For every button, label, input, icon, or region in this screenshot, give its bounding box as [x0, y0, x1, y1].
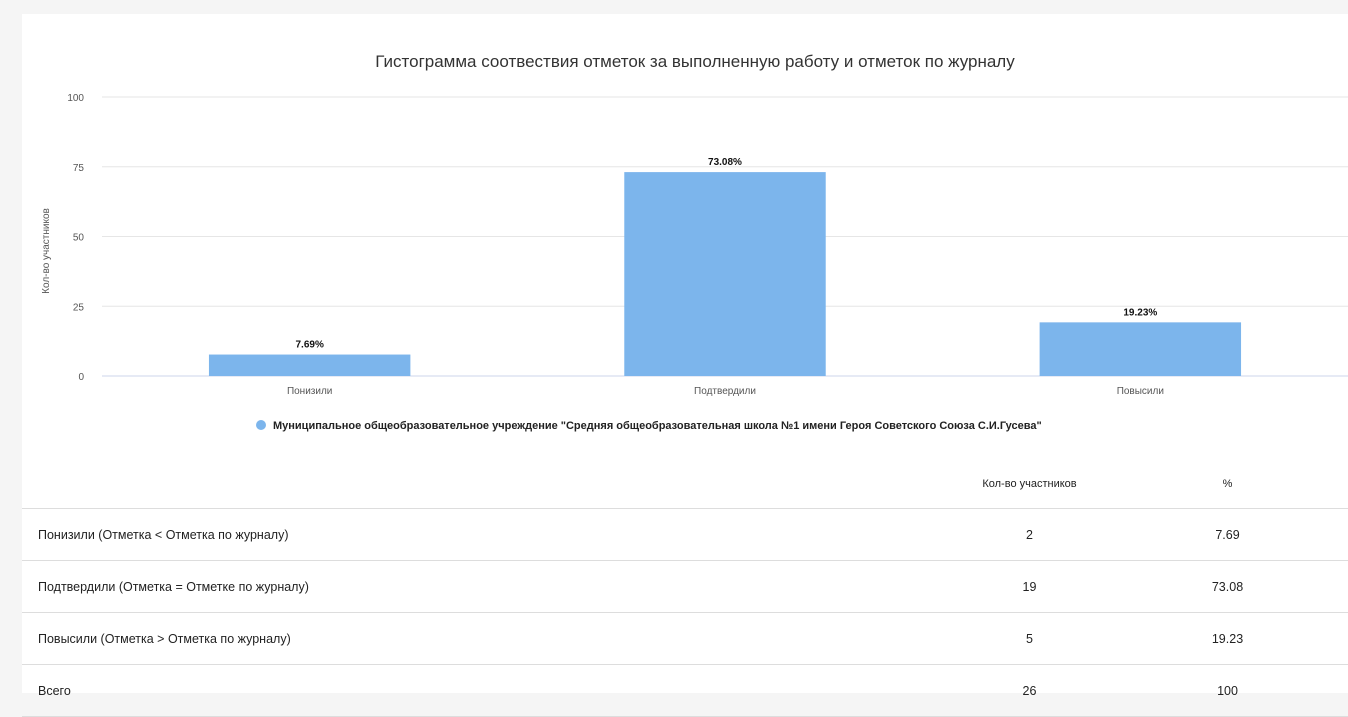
- row-label: Подтвердили (Отметка = Отметке по журнал…: [22, 560, 952, 613]
- y-tick-label: 100: [67, 93, 84, 104]
- y-tick-label: 75: [73, 163, 85, 174]
- histogram-chart: Гистограмма соотвествия отметок за выпол…: [41, 52, 1348, 432]
- legend-label: Муниципальное общеобразовательное учрежд…: [273, 420, 1042, 432]
- bar-1: [208, 354, 411, 376]
- row-count: 26: [952, 664, 1107, 717]
- table-row: Понизили (Отметка < Отметка по журналу) …: [22, 508, 1348, 561]
- y-axis-title: Кол-во участников: [41, 208, 52, 294]
- chart-title: Гистограмма соотвествия отметок за выпол…: [375, 52, 1015, 71]
- bars: [208, 172, 1242, 376]
- chart-card: Гистограмма соотвествия отметок за выпол…: [22, 14, 1348, 717]
- data-table: Кол-во участников % Понизили (Отметка < …: [22, 460, 1348, 717]
- data-label: 7.69%: [295, 340, 323, 351]
- row-percent: 7.69: [1107, 508, 1348, 561]
- header-count: Кол-во участников: [952, 460, 1107, 509]
- row-label: Повысили (Отметка > Отметка по журналу): [22, 612, 952, 665]
- y-tick-label: 25: [73, 302, 85, 313]
- data-label: 73.08%: [708, 157, 742, 168]
- legend[interactable]: Муниципальное общеобразовательное учрежд…: [256, 420, 1042, 432]
- table-header-row: Кол-во участников %: [22, 460, 1348, 509]
- row-percent: 100: [1107, 664, 1348, 717]
- data-label: 19.23%: [1123, 307, 1157, 318]
- table-row-total: Всего 26 100: [22, 664, 1348, 717]
- bar-2: [624, 172, 826, 376]
- row-percent: 19.23: [1107, 612, 1348, 665]
- row-percent: 73.08: [1107, 560, 1348, 613]
- row-count: 5: [952, 612, 1107, 665]
- row-count: 2: [952, 508, 1107, 561]
- y-tick-label: 50: [73, 233, 85, 244]
- y-axis-ticks: 0 25 50 75 100: [67, 93, 84, 383]
- x-axis-categories: Понизили Подтвердили Повысили: [287, 386, 1164, 397]
- table-row: Подтвердили (Отметка = Отметке по журнал…: [22, 560, 1348, 613]
- row-label: Всего: [22, 664, 952, 717]
- category-label: Повысили: [1117, 386, 1164, 397]
- bar-3: [1039, 322, 1242, 376]
- legend-marker: [256, 420, 266, 430]
- row-count: 19: [952, 560, 1107, 613]
- header-label: [22, 460, 952, 509]
- category-label: Понизили: [287, 386, 332, 397]
- category-label: Подтвердили: [694, 386, 756, 397]
- table-row: Повысили (Отметка > Отметка по журналу) …: [22, 612, 1348, 665]
- y-tick-label: 0: [78, 372, 84, 383]
- row-label: Понизили (Отметка < Отметка по журналу): [22, 508, 952, 561]
- header-percent: %: [1107, 460, 1348, 509]
- data-labels: 7.69% 73.08% 19.23%: [295, 157, 1157, 350]
